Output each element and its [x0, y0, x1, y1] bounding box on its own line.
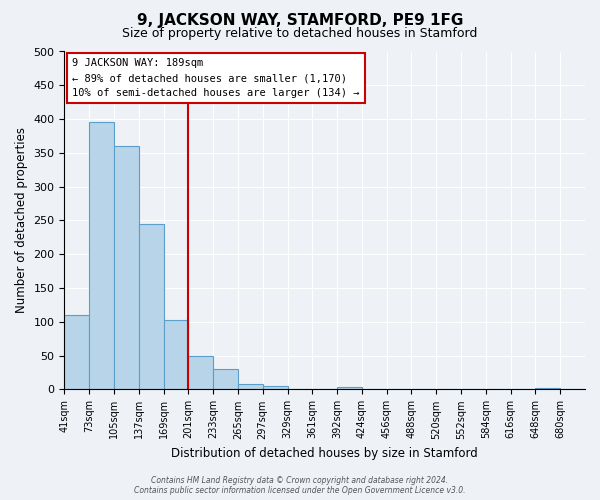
Text: 9 JACKSON WAY: 189sqm
← 89% of detached houses are smaller (1,170)
10% of semi-d: 9 JACKSON WAY: 189sqm ← 89% of detached …: [72, 58, 360, 98]
Text: Size of property relative to detached houses in Stamford: Size of property relative to detached ho…: [122, 28, 478, 40]
Text: Contains HM Land Registry data © Crown copyright and database right 2024.
Contai: Contains HM Land Registry data © Crown c…: [134, 476, 466, 495]
Bar: [337, 388, 362, 390]
Bar: [164, 320, 188, 390]
Bar: [213, 369, 238, 390]
Text: 9, JACKSON WAY, STAMFORD, PE9 1FG: 9, JACKSON WAY, STAMFORD, PE9 1FG: [137, 12, 463, 28]
Bar: [188, 356, 213, 390]
Y-axis label: Number of detached properties: Number of detached properties: [15, 128, 28, 314]
Bar: [238, 384, 263, 390]
Bar: [535, 388, 560, 390]
Bar: [139, 224, 164, 390]
Bar: [114, 146, 139, 390]
X-axis label: Distribution of detached houses by size in Stamford: Distribution of detached houses by size …: [172, 447, 478, 460]
Bar: [89, 122, 114, 390]
Bar: [263, 386, 287, 390]
Bar: [64, 315, 89, 390]
